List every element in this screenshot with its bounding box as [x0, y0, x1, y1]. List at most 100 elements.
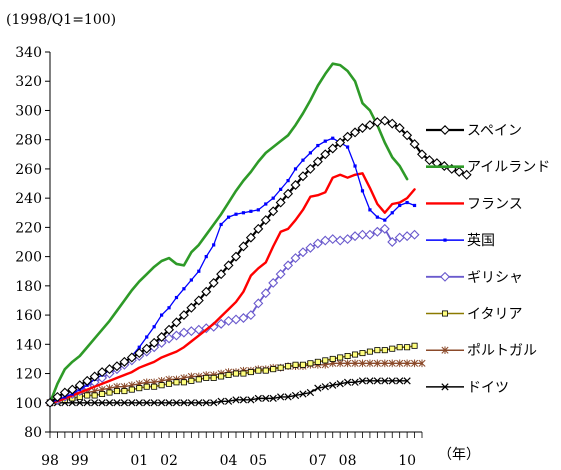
- legend-item: アイルランド: [426, 160, 550, 176]
- data-point: [113, 388, 120, 395]
- data-point: [331, 136, 335, 140]
- data-point: [375, 215, 379, 219]
- data-point: [105, 399, 114, 407]
- data-point: [329, 355, 336, 362]
- data-point: [210, 374, 217, 381]
- data-point: [403, 359, 411, 368]
- data-point: [283, 188, 294, 199]
- data-point: [402, 130, 413, 141]
- data-point: [335, 137, 346, 148]
- data-point: [424, 155, 435, 166]
- data-point: [134, 348, 145, 359]
- legend-item: フランス: [426, 196, 523, 212]
- data-point: [171, 330, 182, 341]
- data-point: [111, 361, 122, 372]
- data-point: [297, 247, 308, 258]
- data-point: [417, 149, 427, 160]
- data-point: [119, 356, 130, 367]
- legend-item: イタリア: [426, 307, 522, 323]
- data-point: [186, 302, 197, 313]
- data-point: [359, 350, 366, 357]
- data-point: [255, 367, 262, 374]
- data-point: [343, 378, 352, 386]
- data-point: [141, 343, 152, 354]
- y-tick-label: 140: [15, 337, 42, 353]
- y-tick-label: 160: [15, 308, 42, 324]
- y-tick-label: 180: [15, 279, 42, 295]
- data-point: [396, 344, 403, 351]
- data-point: [189, 278, 193, 282]
- data-point: [327, 234, 338, 245]
- data-point: [241, 211, 246, 215]
- x-tick-label: 07: [309, 453, 327, 469]
- series-group: [45, 115, 472, 408]
- x-tick-label: 02: [160, 453, 178, 469]
- data-point: [247, 396, 255, 404]
- data-point: [344, 352, 351, 359]
- legend-item: 英国: [426, 232, 495, 249]
- y-tick-label: 200: [15, 250, 42, 266]
- data-point: [336, 380, 344, 388]
- data-point: [323, 139, 327, 143]
- data-point: [89, 371, 100, 382]
- y-unit-label: (1998/Q1=100): [6, 12, 117, 28]
- data-point: [218, 373, 225, 380]
- y-tick-label: 220: [15, 220, 42, 236]
- data-point: [269, 394, 277, 403]
- x-tick-label: 01: [130, 453, 148, 469]
- data-point: [443, 238, 447, 242]
- data-point: [373, 359, 381, 368]
- data-point: [344, 359, 352, 368]
- data-point: [126, 352, 137, 363]
- data-point: [337, 354, 344, 361]
- data-point: [366, 348, 373, 355]
- y-tick-label: 300: [15, 103, 42, 119]
- data-point: [364, 120, 375, 131]
- data-point: [441, 346, 449, 354]
- data-point: [275, 197, 286, 208]
- data-point: [216, 318, 227, 329]
- data-point: [254, 394, 262, 403]
- data-point: [358, 377, 367, 385]
- data-point: [390, 211, 394, 215]
- data-point: [279, 187, 283, 191]
- data-point: [128, 386, 135, 393]
- data-point: [225, 371, 232, 378]
- data-point: [245, 232, 256, 243]
- data-point: [271, 196, 275, 200]
- series-line: [48, 172, 416, 404]
- data-point: [342, 131, 353, 142]
- data-point: [238, 313, 249, 323]
- data-point: [260, 288, 271, 299]
- data-point: [286, 179, 290, 183]
- data-point: [360, 189, 365, 193]
- data-point: [342, 234, 353, 245]
- data-point: [335, 235, 346, 246]
- data-point: [245, 310, 256, 321]
- legend-label: フランス: [467, 196, 523, 212]
- data-point: [76, 399, 84, 407]
- data-point: [203, 374, 210, 381]
- data-point: [156, 337, 167, 348]
- data-point: [396, 377, 404, 385]
- data-point: [238, 241, 249, 252]
- data-point: [403, 377, 411, 385]
- legend-label: ギリシャ: [467, 270, 523, 286]
- data-point: [381, 347, 388, 354]
- data-point: [329, 381, 337, 389]
- data-point: [412, 203, 417, 208]
- data-point: [143, 399, 151, 407]
- series-layer: [45, 62, 472, 408]
- x-unit-label: （年）: [438, 447, 480, 463]
- chart-axes: 80 100 120 140 160 180 200 220 240 260 280 300 320 34…: [15, 45, 480, 469]
- data-point: [405, 200, 409, 205]
- data-point: [223, 260, 234, 271]
- data-point: [234, 212, 238, 216]
- data-point: [411, 359, 419, 368]
- data-point: [135, 399, 143, 407]
- data-point: [262, 367, 269, 374]
- data-point: [277, 393, 285, 401]
- data-point: [409, 229, 420, 240]
- data-point: [292, 361, 299, 368]
